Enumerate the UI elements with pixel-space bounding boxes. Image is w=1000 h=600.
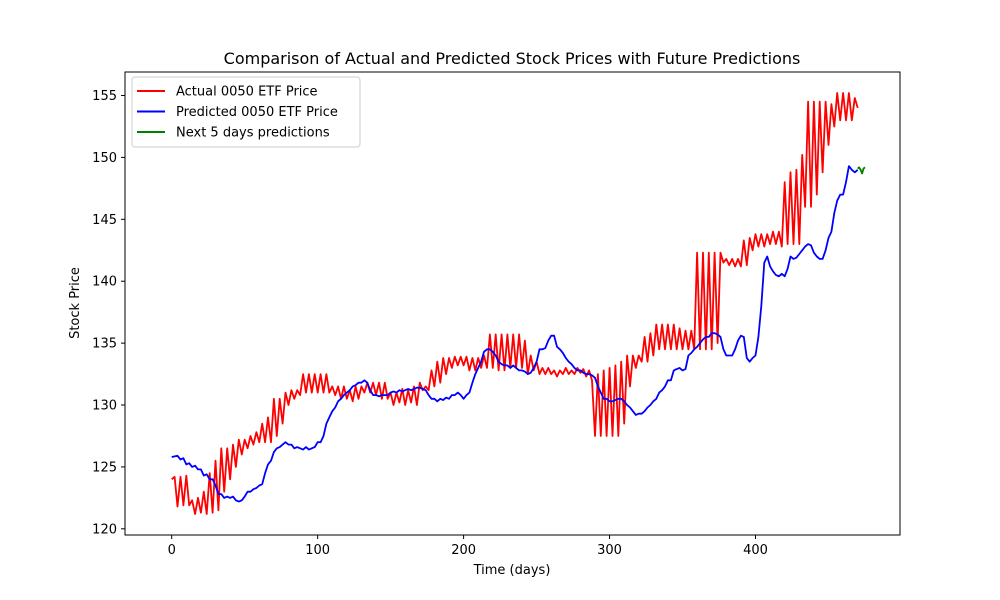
- x-axis-label: Time (days): [473, 563, 551, 578]
- plot-frame: [124, 71, 901, 536]
- y-tick-label: 155: [92, 89, 117, 104]
- y-tick-label: 135: [92, 337, 117, 352]
- legend-label-1: Actual 0050 ETF Price: [176, 85, 318, 100]
- legend-label-3: Next 5 days predictions: [176, 126, 330, 141]
- series-line-2: [171, 165, 859, 503]
- chart-title: Comparison of Actual and Predicted Stock…: [224, 49, 801, 68]
- x-tick-label: 400: [743, 543, 768, 558]
- legend-label-2: Predicted 0050 ETF Price: [176, 105, 338, 120]
- x-axis: 0 100 200 300 400: [168, 535, 768, 558]
- y-axis: 120 125 130 135 140 145 150 155: [92, 89, 125, 537]
- y-tick-label: 120: [92, 522, 117, 537]
- y-tick-label: 140: [92, 275, 117, 290]
- series-layer: [171, 92, 866, 515]
- y-tick-label: 125: [92, 460, 117, 475]
- legend-box: [131, 76, 361, 148]
- series-line-3: [857, 166, 866, 175]
- x-tick-label: 100: [305, 543, 330, 558]
- x-tick-label: 0: [168, 543, 176, 558]
- y-tick-label: 145: [92, 213, 117, 228]
- legend: Actual 0050 ETF Price Predicted 0050 ETF …: [131, 76, 361, 148]
- y-tick-label: 150: [92, 151, 117, 166]
- x-tick-label: 200: [451, 543, 476, 558]
- y-axis-label: Stock Price: [68, 267, 83, 339]
- series-line-1: [171, 92, 859, 515]
- y-tick-label: 130: [92, 399, 117, 414]
- x-tick-label: 300: [597, 543, 622, 558]
